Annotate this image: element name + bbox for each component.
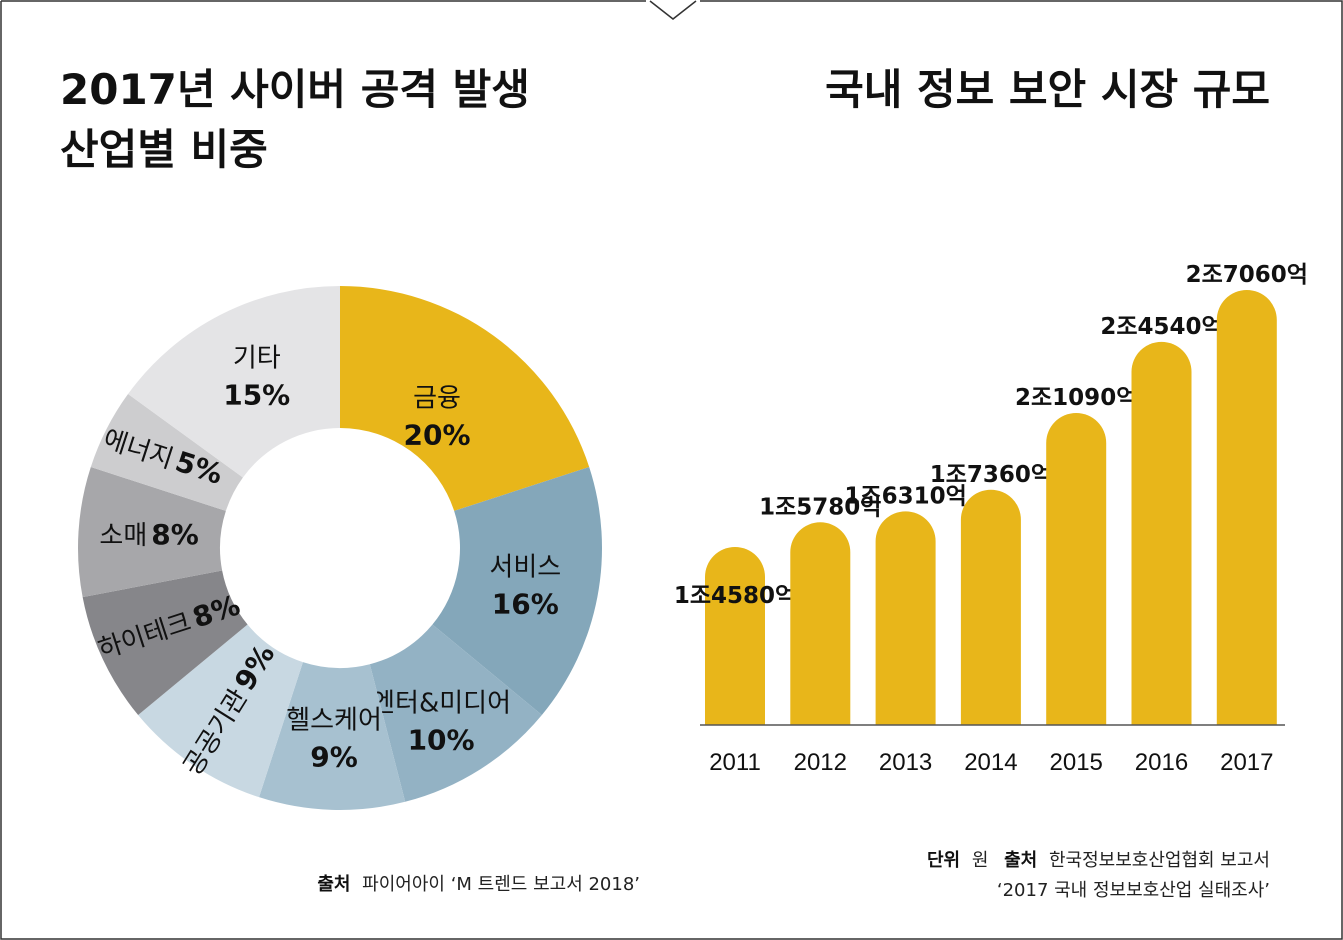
pie-source-text: 파이어아이 ‘M 트렌드 보고서 2018’ <box>362 874 640 895</box>
donut-slice <box>259 662 406 810</box>
donut-slice <box>340 286 590 511</box>
frame-notch-icon <box>649 0 697 20</box>
pie-source-label: 출처 <box>317 874 350 895</box>
bar-value-label: 1조6310억 <box>844 483 966 509</box>
pie-title-line1: 2017년 사이버 공격 발생 <box>60 65 530 114</box>
slice-label: 기타 <box>233 344 281 374</box>
donut-slice <box>432 467 602 716</box>
donut-slice <box>82 570 248 716</box>
x-tick-label: 2017 <box>1220 749 1273 776</box>
slice-label: 엔터&미디어 <box>371 688 511 718</box>
x-tick-label: 2011 <box>709 749 761 776</box>
bar-value-label: 1조7360억 <box>930 462 1052 488</box>
slice-value: 10% <box>408 723 475 756</box>
bar-unit-value: 원 <box>972 850 989 871</box>
bar-chart: 1조4580억 2011 1조5780억 2012 1조6310억 2013 1조7360억… <box>674 262 1308 776</box>
bar-source-label: 출처 <box>1004 850 1037 871</box>
donut-slice <box>138 624 303 798</box>
pie-title-line2: 산업별 비중 <box>60 125 268 174</box>
slice-value: 15% <box>223 379 290 412</box>
bar-source-line2: ‘2017 국내 정보보호산업 실태조사’ <box>997 880 1270 901</box>
bar <box>790 522 851 725</box>
bar-title: 국내 정보 보안 시장 규모 <box>825 65 1270 114</box>
x-tick-label: 2015 <box>1050 749 1103 776</box>
donut-slice <box>369 624 542 802</box>
donut-chart: 금융20%서비스16%엔터&미디어10%헬스케어9%공공기관9%하이테크8%소매… <box>77 286 602 810</box>
bar-value-label: 1조5780억 <box>759 494 881 520</box>
bar-unit-label: 단위 <box>927 850 960 871</box>
bar <box>1216 290 1277 725</box>
bar-value-label: 2조7060억 <box>1186 262 1308 288</box>
x-tick-label: 2012 <box>794 749 847 776</box>
bar-source-text: 한국정보보호산업협회 보고서 <box>1049 850 1270 871</box>
x-tick-label: 2014 <box>964 749 1017 776</box>
slice-label: 헬스케어 <box>286 706 382 736</box>
donut-slice <box>128 286 340 478</box>
slice-label: 금융 <box>413 383 461 413</box>
x-tick-label: 2016 <box>1135 749 1188 776</box>
bar <box>1046 412 1107 725</box>
x-tick-label: 2013 <box>879 749 932 776</box>
bar <box>960 489 1021 725</box>
slice-value: 16% <box>492 587 559 620</box>
bar <box>875 511 936 725</box>
bar-value-label: 1조4580억 <box>674 583 796 609</box>
pie-source: 출처 파이어아이 ‘M 트렌드 보고서 2018’ <box>317 874 640 895</box>
slice-label: 서비스 <box>489 552 561 582</box>
donut-slice <box>90 394 243 511</box>
slice-value: 9% <box>310 741 358 774</box>
bar <box>1131 341 1192 725</box>
bar <box>705 547 765 725</box>
bar-value-label: 2조4540억 <box>1100 314 1222 340</box>
bar-value-label: 2조1090억 <box>1015 385 1137 411</box>
donut-slice <box>77 467 226 598</box>
bar-unit-source-line1: 단위 원 출처 한국정보보호산업협회 보고서 <box>927 850 1270 871</box>
slice-value: 20% <box>404 418 471 451</box>
slice-label: 소매 8% <box>99 518 198 551</box>
